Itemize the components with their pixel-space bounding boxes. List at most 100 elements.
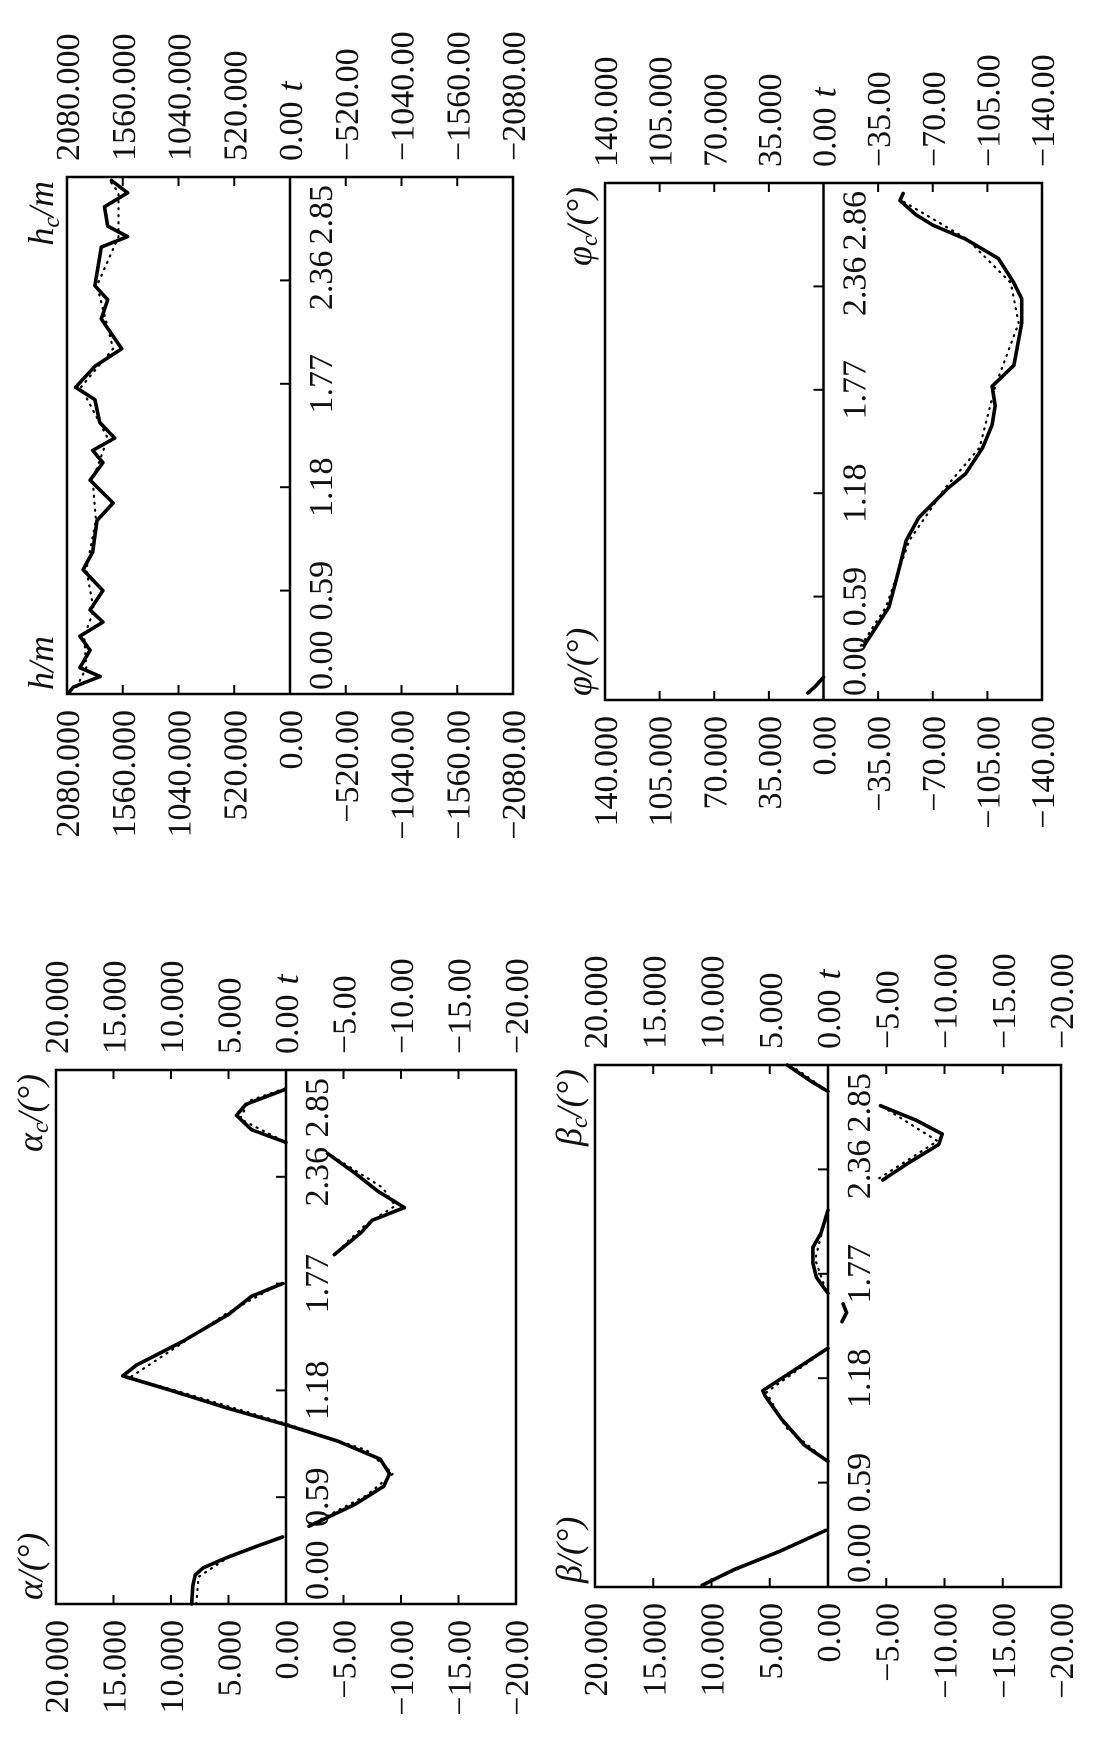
series-measured-line-segment — [785, 1063, 830, 1094]
y-tick-label: −35.00 — [861, 716, 898, 812]
y-tick-label: −105.00 — [970, 716, 1007, 829]
y2-tick-label: −5.00 — [869, 970, 906, 1049]
series-measured-line-segment — [878, 1103, 945, 1182]
title-subscript: c — [28, 1122, 54, 1133]
series-command-line-segment — [238, 1086, 288, 1142]
measured-series-label: φ/(°) — [559, 628, 599, 696]
title-symbol: β — [549, 1128, 589, 1147]
title-unit: /m — [21, 181, 61, 219]
y-tick-label: 20.000 — [578, 1603, 615, 1697]
series-command-line-segment — [329, 1153, 397, 1253]
y2-tick-label: 20.000 — [578, 956, 615, 1050]
y-tick-label: 70.000 — [697, 716, 734, 810]
x-tick-label: 2.36 — [841, 1140, 878, 1200]
y2-tick-label: −105.00 — [970, 54, 1007, 167]
x-tick-label: 2.36 — [303, 251, 340, 311]
series-command-line-segment — [195, 1535, 282, 1606]
series-measured-line-segment — [120, 1281, 392, 1528]
title-symbol: α — [10, 1132, 50, 1152]
y-tick-label: −520.00 — [329, 710, 366, 823]
title-symbol: α — [10, 1580, 50, 1600]
x-axis-label: t — [266, 974, 306, 985]
y-tick-label: 5.000 — [753, 1603, 790, 1680]
chart-panel-h: 2080.000 2080.000 1560.000 1560.000 1040.000… — [21, 31, 533, 839]
series-measured-line-segment — [325, 1151, 407, 1257]
x-axis-label: t — [804, 87, 844, 98]
series-measured-line-segment — [806, 675, 826, 695]
y-tick-label: −15.00 — [442, 1620, 479, 1716]
x-tick-label: 1.77 — [837, 360, 874, 420]
y2-tick-label: 1040.000 — [162, 34, 199, 162]
y2-tick-label: −35.00 — [861, 71, 898, 167]
y2-tick-label: 15.000 — [97, 961, 134, 1055]
y-tick-label: 15.000 — [97, 1620, 134, 1714]
y-tick-label: 35.000 — [752, 716, 789, 810]
y-tick-label: −1560.00 — [440, 710, 477, 840]
title-symbol: β — [549, 1565, 589, 1584]
y-tick-label: 15.000 — [636, 1603, 673, 1697]
y-tick-label: 5.000 — [212, 1620, 249, 1697]
y2-tick-label: 5.000 — [212, 978, 249, 1055]
title-subscript: c — [577, 235, 603, 246]
x-tick-label: 0.00 — [837, 637, 874, 697]
y-tick-label: 20.000 — [39, 1620, 76, 1714]
measured-series-label: β/(°) — [549, 1517, 589, 1584]
y-tick-label: 0.00 — [273, 710, 310, 770]
y2-tick-label: 1560.000 — [106, 34, 143, 162]
series-command-line-segment — [75, 179, 120, 689]
command-series-label: hc/m — [21, 181, 65, 246]
y2-tick-label: 10.000 — [695, 956, 732, 1050]
x-tick-label: 0.00 — [303, 631, 340, 691]
title-unit: /(°) — [10, 1533, 50, 1583]
series-command-line-segment — [814, 1210, 828, 1291]
x-tick-label: 2.36 — [837, 257, 874, 317]
y2-tick-label: 140.000 — [588, 57, 625, 168]
series-command-line-segment — [789, 1063, 827, 1091]
chart-panel-beta: 20.000 20.000 15.000 15.000 10.000 10.000 5.00… — [549, 953, 1081, 1698]
x-tick-label: 1.77 — [299, 1254, 336, 1314]
series-measured-line-segment — [234, 1088, 288, 1145]
y-tick-label: −5.00 — [327, 1620, 364, 1699]
y-tick-label: 520.000 — [217, 710, 254, 821]
x-tick-label: 2.86 — [837, 191, 874, 251]
y2-tick-label: 0.00 — [273, 102, 310, 162]
x-tick-label: 2.85 — [841, 1073, 878, 1133]
y2-tick-label: −2080.00 — [496, 31, 533, 161]
y-tick-label: 0.00 — [807, 716, 844, 776]
command-series-label: φc/(°) — [559, 187, 603, 266]
y2-tick-label: −140.00 — [1025, 54, 1062, 167]
series-measured-line-segment — [811, 1208, 830, 1296]
y-tick-label: −1040.00 — [385, 710, 422, 840]
y2-tick-label: −70.00 — [916, 71, 953, 167]
title-unit: /(°) — [549, 1069, 589, 1119]
y2-tick-label: 15.000 — [636, 956, 673, 1050]
y-tick-label: −70.00 — [916, 716, 953, 812]
title-unit: /(°) — [549, 1517, 589, 1567]
series-measured-line-segment — [67, 178, 130, 695]
chart-panel-phi: 140.000 140.000 105.000 105.000 70.000 70.000… — [559, 54, 1062, 828]
measured-series-label: α/(°) — [10, 1533, 50, 1600]
command-series-label: βc/(°) — [549, 1069, 593, 1147]
x-axis-label: t — [270, 81, 310, 92]
y2-tick-label: 70.000 — [697, 74, 734, 168]
y-tick-label: −2080.00 — [496, 710, 533, 840]
y2-tick-label: 105.000 — [643, 57, 680, 168]
title-symbol: h — [21, 228, 61, 246]
title-symbol: φ — [559, 676, 599, 696]
title-subscript: c — [39, 217, 65, 228]
y-tick-label: 0.00 — [269, 1620, 306, 1680]
y-tick-label: −10.00 — [928, 1603, 965, 1699]
y2-tick-label: 5.000 — [753, 973, 790, 1050]
title-unit: /(°) — [559, 628, 599, 678]
measured-series-label: h/m — [21, 636, 61, 690]
y-tick-label: −140.00 — [1025, 716, 1062, 829]
x-tick-label: 1.18 — [299, 1361, 336, 1421]
y-tick-label: 105.000 — [643, 716, 680, 827]
series-measured-line-segment — [189, 1535, 285, 1606]
title-subscript: c — [567, 1117, 593, 1128]
y-tick-label: 140.000 — [588, 716, 625, 827]
x-tick-label: 1.77 — [303, 354, 340, 414]
y-tick-label: 2080.000 — [50, 710, 87, 838]
y2-tick-label: −15.00 — [986, 953, 1023, 1049]
